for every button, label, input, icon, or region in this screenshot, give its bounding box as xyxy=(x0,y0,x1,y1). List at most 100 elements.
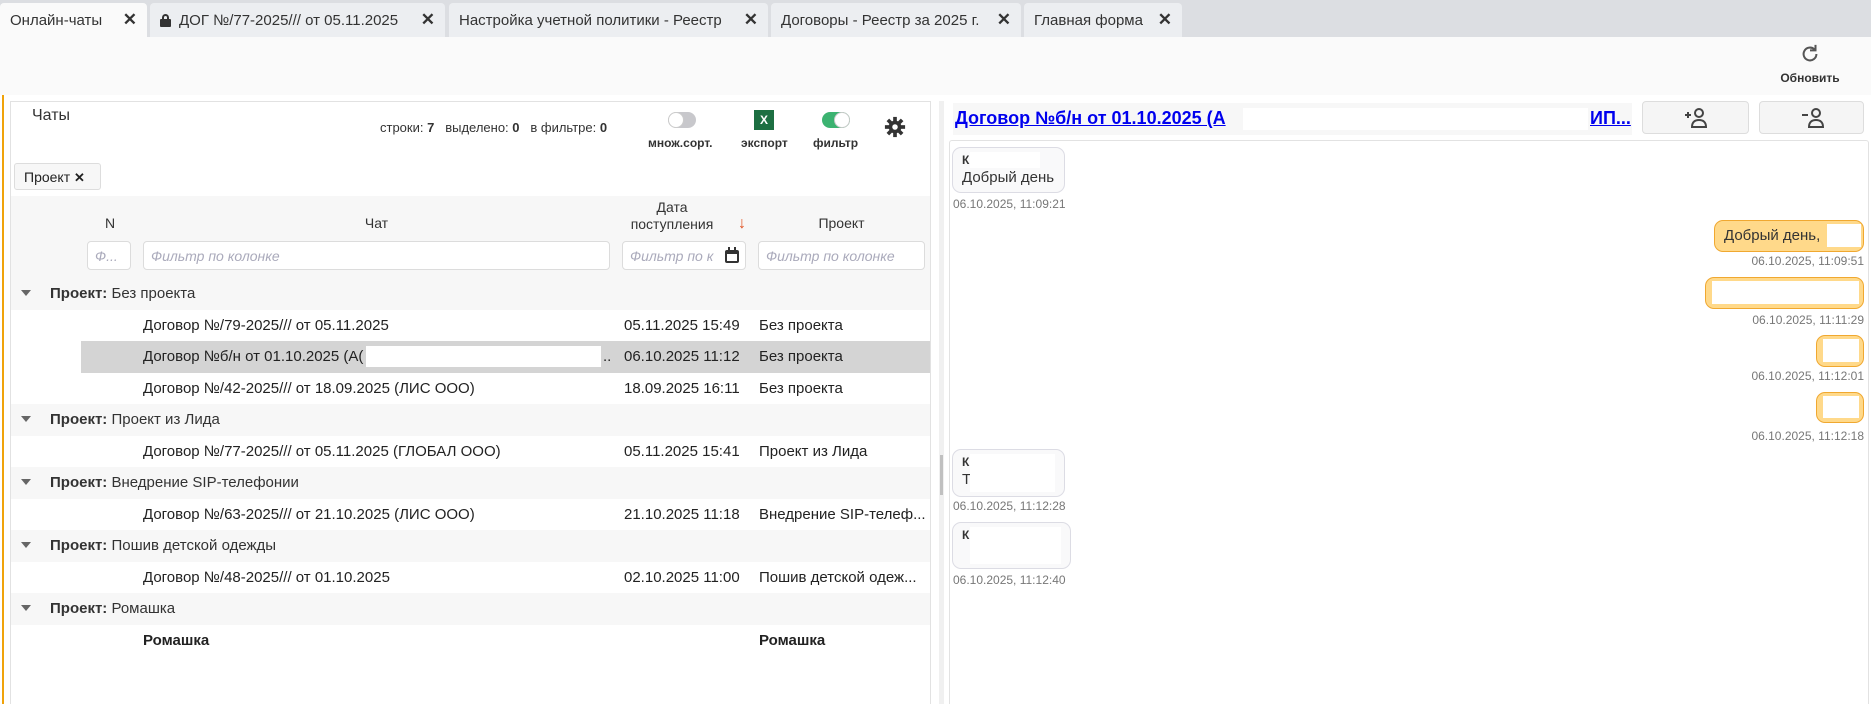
redacted-area xyxy=(1827,224,1861,247)
tab-contracts-registry[interactable]: Договоры - Реестр за 2025 г. ✕ xyxy=(771,3,1021,37)
cell-date: 18.09.2025 16:11 xyxy=(624,379,740,397)
group-row[interactable]: Проект: Пошив детской одежды xyxy=(11,530,930,562)
multisort-toggle[interactable] xyxy=(668,112,696,128)
rows-label: строки: xyxy=(380,120,424,135)
sort-desc-icon[interactable]: ↓ xyxy=(738,215,746,232)
chip-remove-icon[interactable]: ✕ xyxy=(74,170,85,185)
message-text: Т xyxy=(962,471,972,488)
excel-export-icon[interactable]: X xyxy=(754,110,774,130)
table-row[interactable]: Ромашка Ромашка xyxy=(11,625,930,657)
group-label: Проект: Ромашка xyxy=(50,600,175,617)
column-header-n[interactable]: N xyxy=(104,215,116,231)
close-icon[interactable]: ✕ xyxy=(122,10,137,29)
group-prefix: Проект: xyxy=(50,411,108,428)
table-row[interactable]: Договор №/48-2025/// от 01.10.2025 02.10… xyxy=(11,562,930,594)
outgoing-message[interactable] xyxy=(1816,335,1864,367)
tab-label: Главная форма xyxy=(1034,11,1143,29)
filter-input-chat[interactable]: Фильтр по колонке xyxy=(143,241,610,270)
redacted-area xyxy=(1823,396,1859,418)
collapse-triangle-icon[interactable] xyxy=(21,479,31,485)
table-row[interactable]: Договор №/79-2025/// от 05.11.2025 05.11… xyxy=(11,310,930,342)
filter-toggle[interactable] xyxy=(822,112,850,128)
group-row[interactable]: Проект: Проект из Лида xyxy=(11,404,930,436)
chat-title-link[interactable]: Договор №б/н от 01.10.2025 (А xyxy=(955,108,1226,128)
message-time: 06.10.2025, 11:12:18 xyxy=(1751,429,1864,443)
cell-date: 05.11.2025 15:49 xyxy=(624,316,740,334)
filter-input-n[interactable]: Ф... xyxy=(87,241,131,270)
column-header-chat[interactable]: Чат xyxy=(364,215,389,231)
remove-participant-button[interactable] xyxy=(1759,101,1864,134)
column-header-date[interactable]: Дата поступления xyxy=(622,199,722,233)
messages-area xyxy=(949,140,1869,704)
tab-accounting-policy[interactable]: Настройка учетной политики - Реестр ✕ xyxy=(449,3,768,37)
message-time: 06.10.2025, 11:09:21 xyxy=(953,197,1066,211)
close-icon[interactable]: ✕ xyxy=(1157,10,1172,29)
group-row[interactable]: Проект: Ромашка xyxy=(11,593,930,625)
close-icon[interactable]: ✕ xyxy=(996,10,1011,29)
chip-label: Проект xyxy=(24,169,71,185)
filter-input-project[interactable]: Фильтр по колонке xyxy=(758,241,925,270)
tab-main-form[interactable]: Главная форма ✕ xyxy=(1024,3,1182,37)
cell-chat: Договор №/42-2025/// от 18.09.2025 (ЛИС … xyxy=(143,379,475,397)
incoming-message[interactable]: К Т xyxy=(952,449,1065,497)
calendar-icon[interactable] xyxy=(724,247,740,264)
collapse-triangle-icon[interactable] xyxy=(21,290,31,296)
group-label: Проект: Проект из Лида xyxy=(50,411,220,428)
redacted-area xyxy=(1243,108,1588,130)
group-row[interactable]: Проект: Без проекта xyxy=(11,278,930,310)
redacted-area xyxy=(1823,339,1859,362)
table-row[interactable]: Договор №б/н от 01.10.2025 (А( .. 06.10.… xyxy=(11,341,930,373)
splitter[interactable] xyxy=(939,101,944,704)
outgoing-message[interactable] xyxy=(1705,277,1864,309)
chat-title-bar: Договор №б/н от 01.10.2025 (А ИП... xyxy=(953,103,1632,135)
group-name: Ромашка xyxy=(111,600,176,617)
tab-online-chats[interactable]: Онлайн-чаты ✕ xyxy=(0,3,147,37)
table-row[interactable]: Договор №/77-2025/// от 05.11.2025 (ГЛОБ… xyxy=(11,436,930,468)
group-prefix: Проект: xyxy=(50,537,108,554)
message-sender: К xyxy=(962,455,970,469)
group-prefix: Проект: xyxy=(50,600,108,617)
group-name: Пошив детской одежды xyxy=(111,537,277,554)
incoming-message[interactable]: К xyxy=(952,522,1071,569)
incoming-message[interactable]: К( Добрый день xyxy=(952,147,1065,193)
message-sender: К xyxy=(962,528,970,542)
redacted-area xyxy=(970,454,1055,492)
group-chip-project[interactable]: Проект ✕ xyxy=(14,163,101,190)
collapse-triangle-icon[interactable] xyxy=(21,542,31,548)
gear-icon[interactable] xyxy=(884,116,906,138)
chat-title-tail[interactable]: ИП... xyxy=(1590,108,1631,128)
remove-user-icon xyxy=(1802,108,1825,128)
collapse-triangle-icon[interactable] xyxy=(21,605,31,611)
tab-label: Договоры - Реестр за 2025 г. xyxy=(781,11,980,29)
group-name: Проект из Лида xyxy=(111,411,220,428)
cell-chat-ellipsis: .. xyxy=(603,348,612,365)
table-row[interactable]: Договор №/42-2025/// от 18.09.2025 (ЛИС … xyxy=(11,373,930,405)
outgoing-message[interactable] xyxy=(1816,392,1864,423)
message-time: 06.10.2025, 11:12:01 xyxy=(1751,369,1864,383)
toolbar: Обновить xyxy=(0,37,1871,95)
close-icon[interactable]: ✕ xyxy=(420,10,435,29)
add-participant-button[interactable] xyxy=(1642,101,1749,134)
outgoing-message[interactable]: Добрый день, xyxy=(1714,220,1864,252)
cell-date: 05.11.2025 15:41 xyxy=(624,442,740,460)
selected-label: выделено: xyxy=(445,120,509,135)
refresh-button[interactable]: Обновить xyxy=(1770,43,1850,91)
date-header-line1: Дата xyxy=(656,199,688,215)
tab-contract-77[interactable]: ДОГ №/77-2025/// от 05.11.2025 ✕ xyxy=(150,3,445,37)
group-label: Проект: Внедрение SIP-телефонии xyxy=(50,474,299,491)
add-user-icon xyxy=(1685,108,1708,128)
group-row[interactable]: Проект: Внедрение SIP-телефонии xyxy=(11,467,930,499)
filter-label: фильтр xyxy=(813,136,859,150)
group-prefix: Проект: xyxy=(50,474,108,491)
cell-chat: Договор №/63-2025/// от 21.10.2025 (ЛИС … xyxy=(143,505,475,523)
refresh-icon xyxy=(1802,44,1818,62)
cell-chat: Договор №/77-2025/// от 05.11.2025 (ГЛОБ… xyxy=(143,442,501,460)
table-row[interactable]: Договор №/63-2025/// от 21.10.2025 (ЛИС … xyxy=(11,499,930,531)
splitter-handle[interactable] xyxy=(940,455,943,495)
close-icon[interactable]: ✕ xyxy=(743,10,758,29)
cell-project: Без проекта xyxy=(759,348,843,365)
column-header-project[interactable]: Проект xyxy=(818,215,865,231)
collapse-triangle-icon[interactable] xyxy=(21,416,31,422)
panel-title: Чаты xyxy=(32,107,71,124)
message-time: 06.10.2025, 11:12:28 xyxy=(953,499,1066,513)
